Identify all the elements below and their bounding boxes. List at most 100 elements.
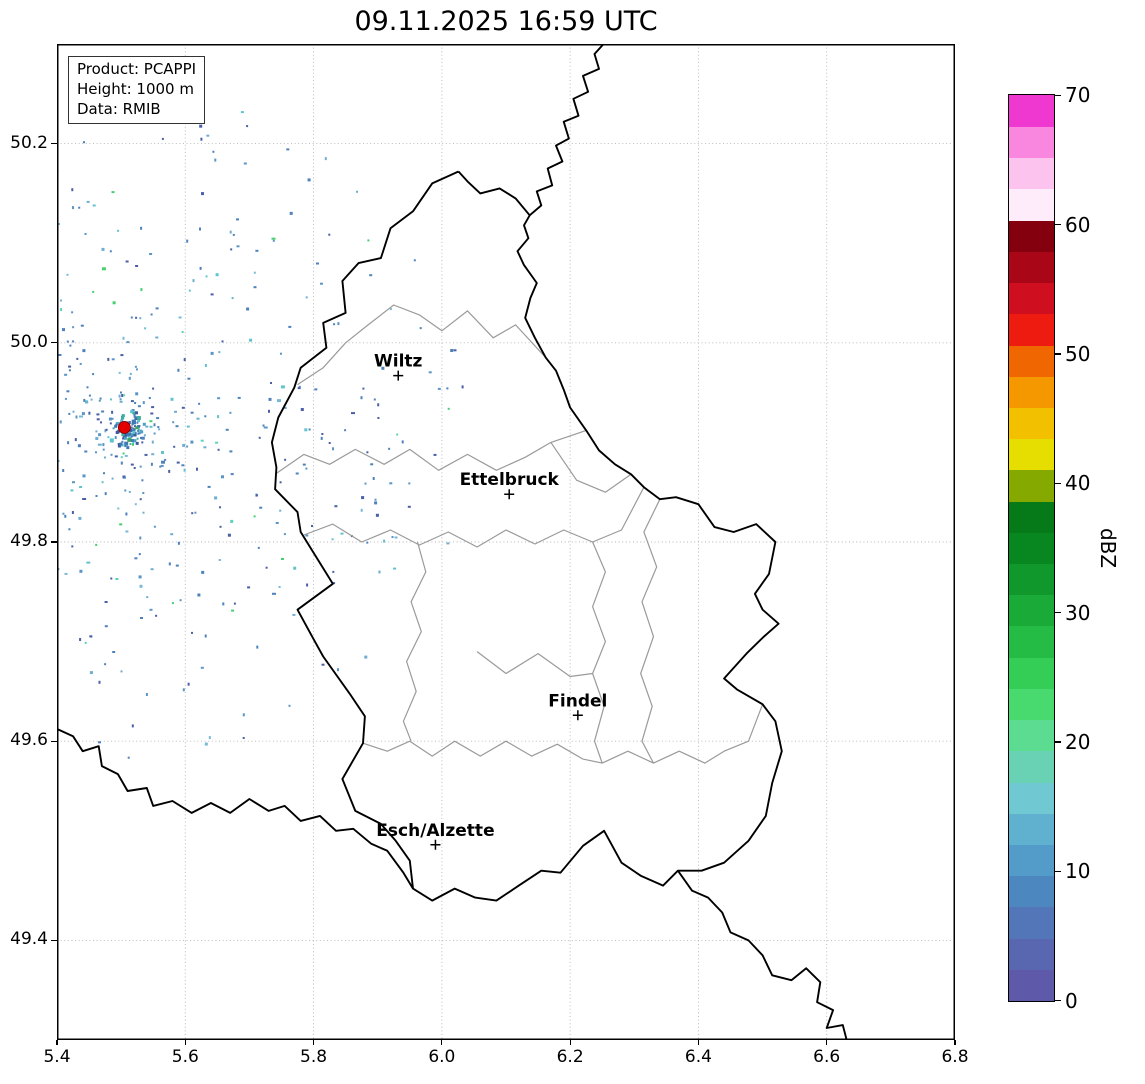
colorbar-axis-label: dBZ [1096,527,1120,569]
colorbar [1008,94,1055,1002]
district-border [476,651,593,678]
city-label: Ettelbruck [460,470,560,490]
info-box: Product: PCAPPI Height: 1000 m Data: RMI… [68,56,206,125]
figure-title: 09.11.2025 16:59 UTC [354,6,658,37]
colorbar-segment [1009,469,1054,502]
colorbar-tick-label: 70 [1065,83,1091,108]
info-product: Product: PCAPPI [77,60,197,78]
y-tick-label: 50.2 [10,132,48,153]
colorbar-segment [1009,532,1054,565]
colorbar-segment [1009,438,1054,471]
map-canvas: Wiltz Ettelbruck Findel Esch/Alzette [57,44,955,1040]
country-border [270,170,783,902]
colorbar-tickmark [1055,353,1061,355]
colorbar-segment [1009,656,1054,689]
city-marker [393,370,404,381]
city-labels: Wiltz Ettelbruck Findel Esch/Alzette [374,352,607,850]
colorbar-segment [1009,781,1054,814]
x-tickmark [441,1040,443,1045]
colorbar-segment [1009,875,1054,908]
colorbar-tick-label: 30 [1065,600,1091,625]
colorbar-segment [1009,344,1054,377]
colorbar-tickmark [1055,741,1061,743]
x-tickmark [56,1040,58,1045]
info-source: Data: RMIB [77,99,161,118]
info-height: Height: 1000 m [77,79,194,98]
district-border [591,541,607,764]
district-border [362,704,764,764]
gridlines [57,44,955,1040]
x-tick-label: 6.0 [428,1047,456,1067]
colorbar-segment [1009,313,1054,346]
y-tickmark [51,342,57,344]
country-border [677,870,848,1040]
colorbar-segment [1009,157,1054,190]
colorbar-segment [1009,625,1054,658]
y-tickmark [51,939,57,941]
x-tick-label: 6.6 [813,1047,841,1067]
colorbar-tickmark [1055,611,1061,614]
city-marker [430,839,441,850]
x-tick-label: 6.8 [941,1047,969,1067]
city-marker [572,710,583,721]
city-label: Findel [548,691,607,711]
colorbar-tick-label: 60 [1065,212,1091,237]
country-border [57,727,414,890]
y-tick-label: 49.4 [10,929,48,950]
colorbar-segment [1009,688,1054,721]
country-border [529,44,605,217]
colorbar-tick-label: 0 [1065,988,1078,1013]
colorbar-tick-label: 40 [1065,471,1091,496]
y-tick-label: 49.6 [10,730,48,751]
x-tick-label: 5.4 [43,1047,71,1067]
district-border [402,541,427,742]
x-tick-label: 6.4 [684,1047,712,1067]
colorbar-segment [1009,95,1054,128]
y-tickmark [51,541,57,543]
colorbar-segment [1009,251,1054,284]
y-tickmark [51,143,57,145]
colorbar-tick-label: 50 [1065,342,1091,367]
x-tickmark [569,1040,571,1045]
colorbar-segment [1009,188,1054,221]
colorbar-segment [1009,500,1054,533]
colorbar-segment [1009,750,1054,783]
x-tickmark [954,1040,956,1045]
radar-site-dot [117,421,131,434]
city-label: Wiltz [374,352,423,372]
x-tick-label: 5.6 [171,1047,199,1067]
colorbar-segment [1009,594,1054,627]
x-tick-label: 6.2 [556,1047,584,1067]
colorbar-segment [1009,906,1054,939]
colorbar-segment [1009,813,1054,845]
district-border [303,486,645,548]
district-border [274,429,587,475]
x-tick-label: 5.8 [300,1047,328,1067]
colorbar-tickmark [1055,482,1061,485]
district-border [550,442,632,493]
colorbar-segment [1009,376,1054,408]
axes-frame [57,44,955,1040]
colorbar-segment [1009,937,1054,970]
colorbar-segment [1009,407,1054,440]
x-tickmark [184,1040,186,1045]
country-borders [57,44,848,1040]
colorbar-segment [1009,126,1054,159]
colorbar-tickmark [1055,999,1061,1002]
colorbar-tickmark [1055,223,1061,226]
colorbar-tickmark [1055,94,1061,97]
plot-area: Wiltz Ettelbruck Findel Esch/Alzette Produc… [57,44,955,1040]
city-label: Esch/Alzette [376,821,494,841]
colorbar-segment [1009,719,1054,752]
colorbar-segment [1009,282,1054,315]
y-tick-label: 49.8 [10,531,48,551]
x-tickmark [697,1040,700,1045]
colorbar-tick-label: 20 [1065,729,1091,754]
y-tickmark [51,740,57,742]
colorbar-segment [1009,844,1054,877]
colorbar-tick-label: 10 [1065,859,1091,884]
colorbar-segment [1009,969,1054,1001]
colorbar-tickmark [1055,870,1061,873]
district-borders [274,304,764,764]
